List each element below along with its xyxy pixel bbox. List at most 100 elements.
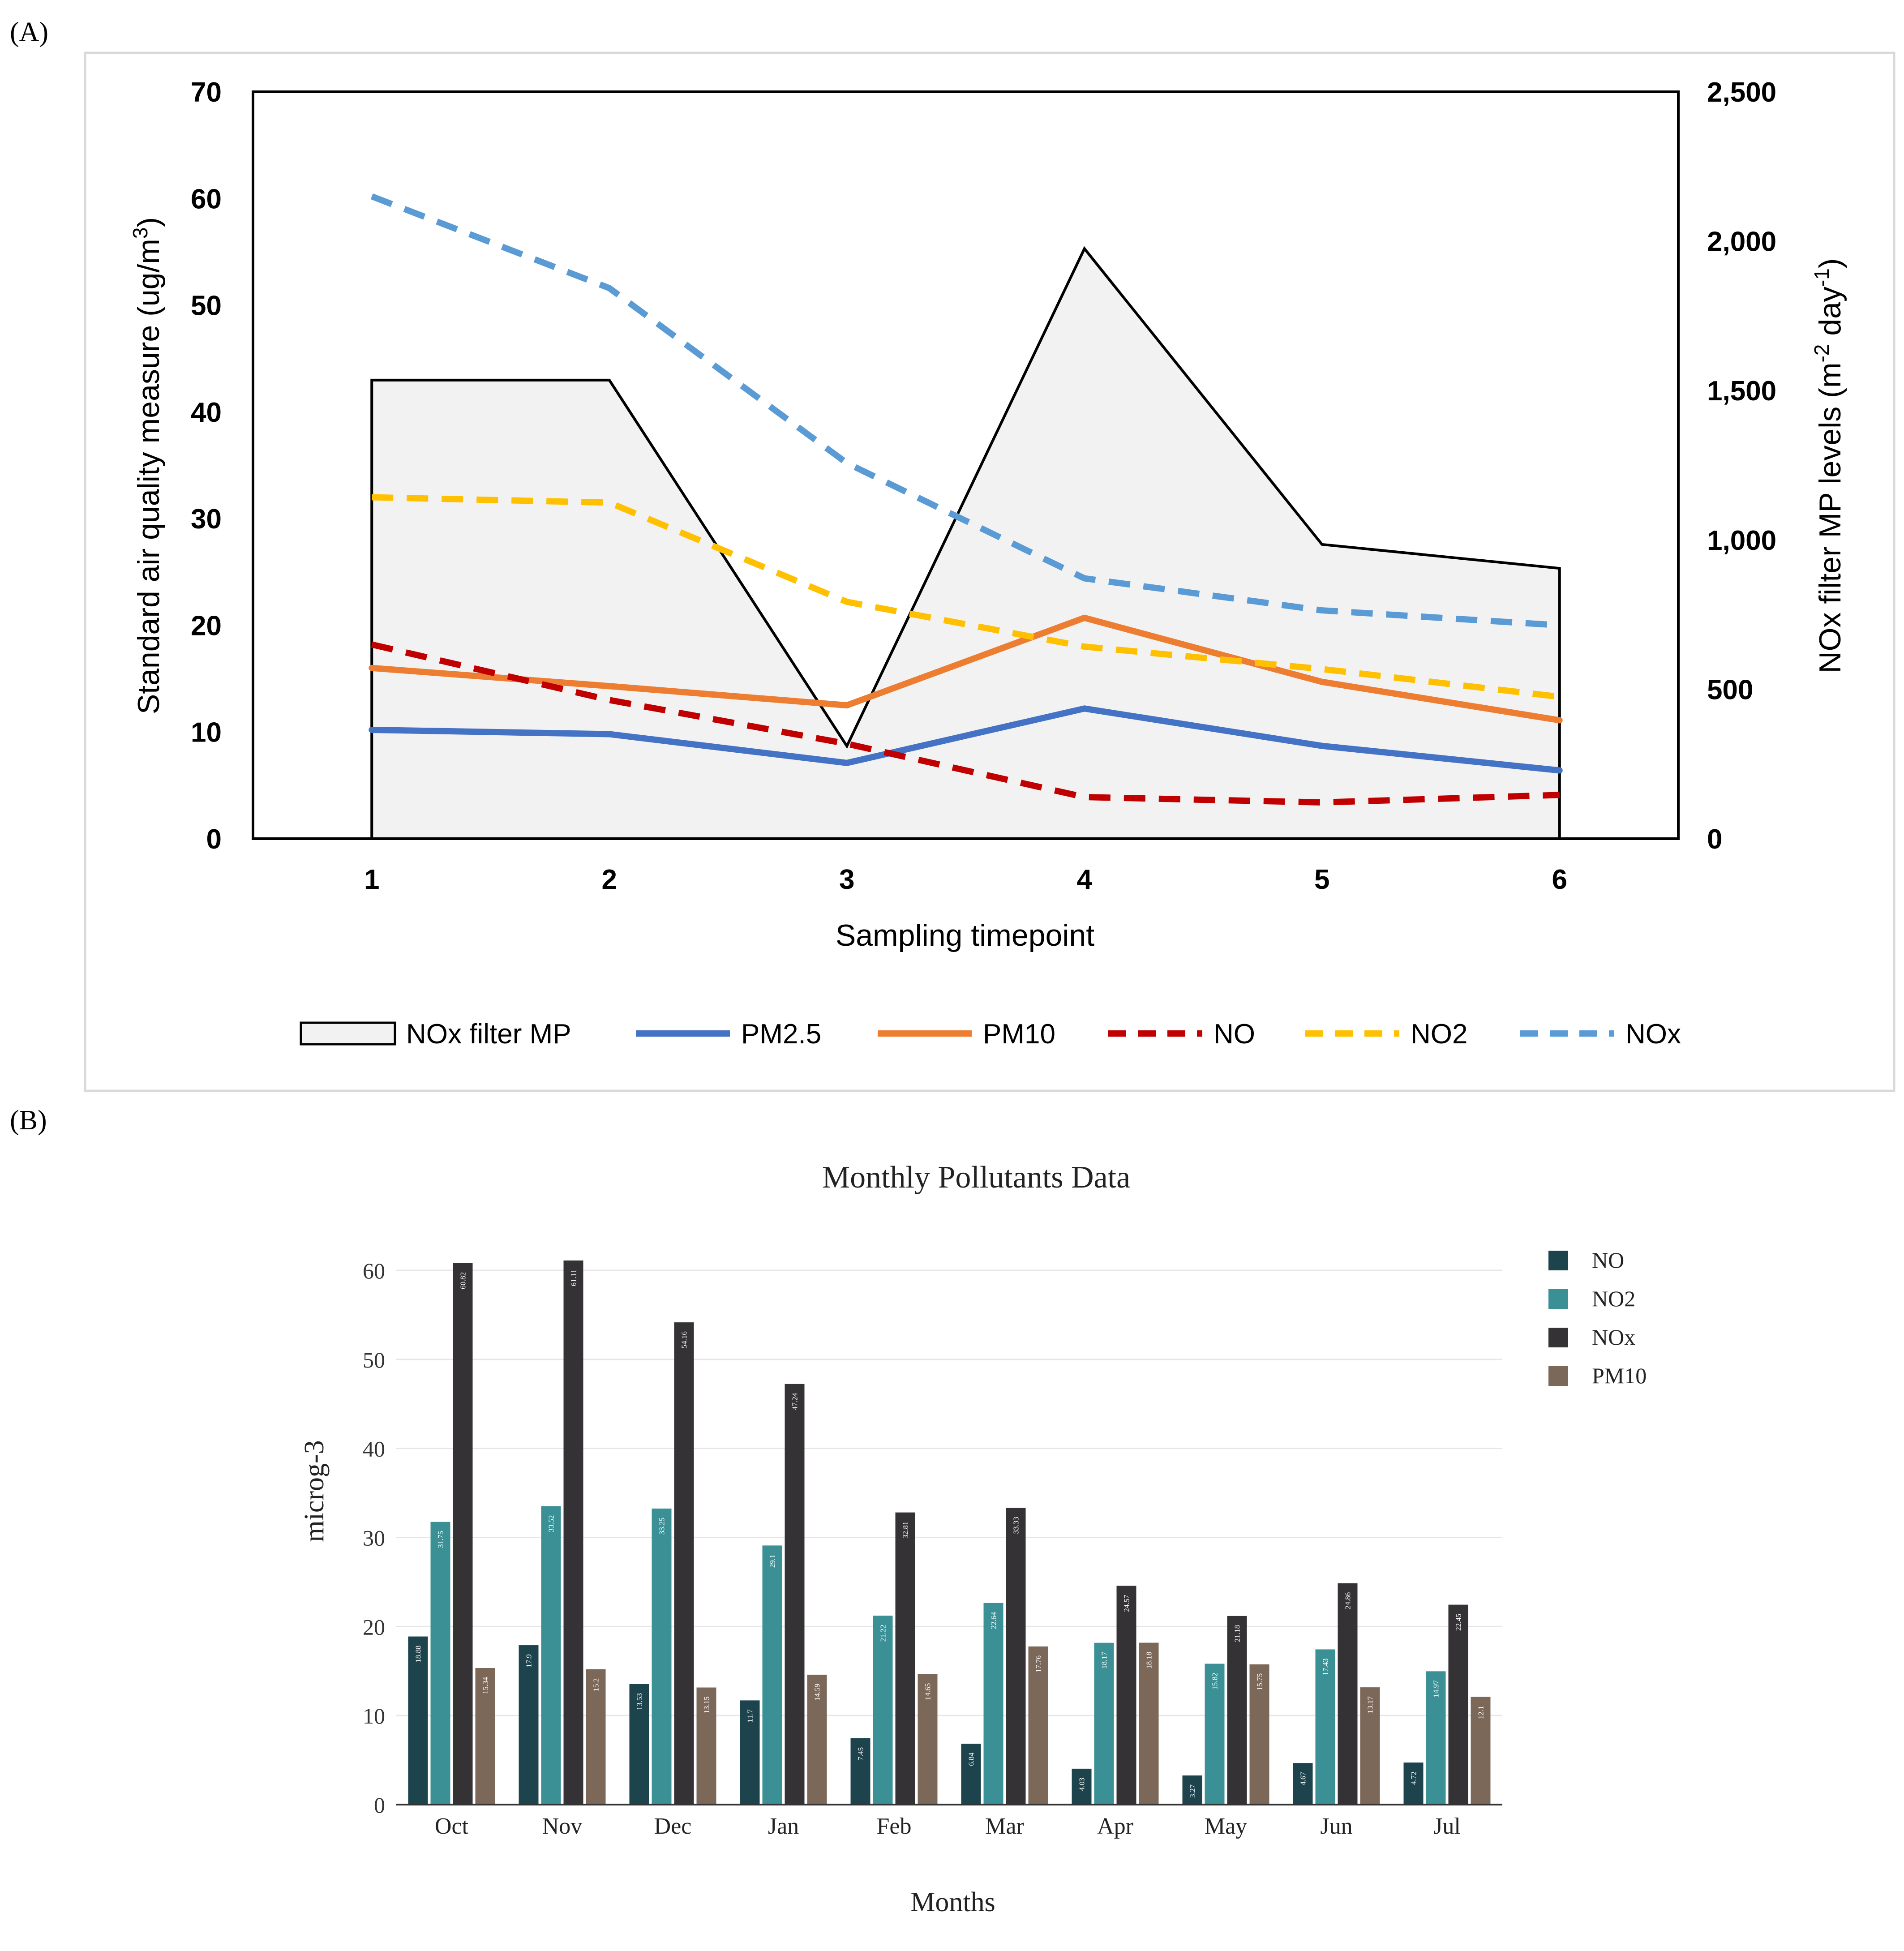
bar-data-label: 54.16: [680, 1331, 689, 1348]
y2-tick-label: 1,000: [1707, 525, 1776, 556]
x-tick-label: 3: [839, 864, 854, 895]
legend-label-b: PM10: [1592, 1363, 1647, 1388]
bar-data-label: 60.82: [459, 1272, 467, 1289]
legend-label: PM2.5: [741, 1019, 821, 1050]
y-axis-left-ticks: 0 10 20 30 40 50 60 70: [191, 77, 222, 855]
bar-no2-apr: [1094, 1642, 1114, 1805]
bar-data-label: 18.88: [414, 1646, 423, 1663]
y2-tick-label: 0: [1707, 824, 1722, 855]
legend-item-pm25: PM2.5: [636, 1019, 821, 1050]
line-no2: [372, 494, 1560, 700]
y-tick-label: 30: [191, 504, 222, 535]
bar-data-label: 17.43: [1321, 1658, 1330, 1675]
bar-pm10-may: [1249, 1664, 1269, 1805]
line-series-group: [369, 193, 1563, 806]
bar-data-label: 14.59: [813, 1684, 822, 1701]
x-axis-title-b: Months: [910, 1887, 995, 1917]
bar-pm10-jan: [807, 1674, 827, 1805]
bar-no-apr: [1072, 1768, 1092, 1805]
bar-nox-mar: [1006, 1508, 1026, 1805]
bar-nox-apr: [1116, 1586, 1136, 1805]
bar-data-label: 11.7: [746, 1709, 755, 1723]
bar-pm10-apr: [1139, 1642, 1159, 1805]
bar-data-label: 4.72: [1410, 1771, 1418, 1785]
line-pm10: [369, 614, 1563, 724]
bar-no2-oct: [430, 1522, 450, 1805]
bar-pm10-mar: [1028, 1646, 1048, 1805]
bar-pm10-feb: [918, 1674, 938, 1805]
bar-data-label: 3.27: [1188, 1784, 1197, 1797]
bar-data-label: 14.97: [1432, 1680, 1441, 1698]
legend-item-no2: NO2: [1305, 1019, 1467, 1050]
bar-no2-jul: [1426, 1671, 1446, 1805]
x-tick-label-b: Dec: [654, 1814, 692, 1839]
y-tick-label: 40: [191, 397, 222, 428]
bar-data-label: 4.03: [1078, 1778, 1086, 1791]
bar-data-label: 13.15: [703, 1697, 711, 1714]
x-tick-label-b: Feb: [877, 1814, 912, 1839]
bar-pm10-jun: [1360, 1687, 1380, 1805]
bar-data-label: 21.18: [1233, 1625, 1242, 1642]
bar-nox-jul: [1448, 1604, 1468, 1805]
legend-a: NOx filter MP PM2.5 PM10 NO NO2 NOx: [300, 1019, 1681, 1050]
bar-no2-jan: [762, 1545, 782, 1805]
bars-b: 18.88 31.75 60.82 15.34 17.9 33.52 61.11 15.2 13…: [408, 1260, 1491, 1805]
x-tick-label-b: Apr: [1097, 1814, 1133, 1839]
bar-no-dec: [629, 1684, 649, 1805]
bar-data-label: 6.84: [967, 1752, 976, 1766]
bar-data-label: 18.18: [1145, 1652, 1154, 1669]
bar-data-label: 47.24: [791, 1393, 799, 1410]
bar-data-label: 17.76: [1034, 1655, 1043, 1672]
bar-no-jun: [1293, 1763, 1313, 1805]
y-axis-title-b: microg-3: [299, 1440, 330, 1542]
legend-label-b: NOx: [1592, 1325, 1635, 1350]
bar-data-label: 15.75: [1256, 1673, 1264, 1690]
legend-b: NO NO2 NOx PM10: [1548, 1248, 1647, 1388]
x-tick-label: 2: [602, 864, 617, 895]
x-tick-label: 4: [1077, 864, 1093, 895]
x-tick-label-b: May: [1205, 1814, 1247, 1839]
y-tick-label-b: 40: [363, 1436, 385, 1462]
legend-swatch: [300, 1021, 396, 1046]
bar-no-jul: [1403, 1762, 1424, 1805]
bar-data-label: 17.9: [525, 1654, 533, 1668]
x-tick-label-b: Oct: [435, 1814, 469, 1839]
x-tick-label-b: Jan: [768, 1814, 799, 1839]
chart-title-b: Monthly Pollutants Data: [822, 1160, 1130, 1195]
bar-data-label: 14.65: [924, 1683, 932, 1700]
legend-label: NO: [1214, 1019, 1255, 1050]
legend-item-no2: NO2: [1548, 1286, 1635, 1311]
bar-pm10-dec: [696, 1687, 716, 1805]
legend-label: PM10: [983, 1019, 1055, 1050]
bar-data-label: 33.33: [1012, 1517, 1021, 1534]
legend-item-nox: NOx: [1520, 1019, 1681, 1050]
bar-no-oct: [408, 1636, 428, 1805]
y-tick-label-b: 60: [363, 1258, 385, 1283]
y-tick-label-b: 30: [363, 1526, 385, 1551]
legend-item-no: NO: [1108, 1019, 1255, 1050]
x-axis-ticks-b: Oct Nov Dec Jan Feb Mar Apr May Jun Jul: [435, 1814, 1461, 1839]
legend-label-b: NO: [1592, 1248, 1624, 1273]
bar-data-label: 7.45: [857, 1747, 865, 1761]
y-tick-label: 0: [206, 824, 222, 855]
y-tick-label: 10: [191, 717, 222, 748]
bar-data-label: 24.57: [1123, 1595, 1131, 1612]
bar-data-label: 13.17: [1366, 1696, 1375, 1714]
bar-no2-may: [1205, 1664, 1225, 1805]
panel-a-label: (A): [10, 17, 48, 47]
panel-b-label: (B): [10, 1105, 47, 1136]
bar-no-nov: [519, 1645, 539, 1805]
x-tick-label: 1: [364, 864, 379, 895]
legend-item-nox: NOx: [1548, 1325, 1635, 1350]
x-tick-label-b: Jul: [1433, 1814, 1461, 1839]
bar-no2-feb: [873, 1616, 893, 1805]
bar-data-label: 15.34: [481, 1677, 490, 1694]
bar-no-jan: [740, 1700, 760, 1805]
bar-no2-jun: [1315, 1649, 1335, 1805]
y-tick-label-b: 0: [374, 1792, 385, 1818]
bar-data-label: 29.1: [768, 1554, 777, 1568]
bar-pm10-nov: [586, 1669, 606, 1805]
bar-nox-oct: [453, 1263, 473, 1805]
y2-tick-label: 2,500: [1707, 77, 1776, 108]
x-tick-label-b: Mar: [985, 1814, 1024, 1839]
